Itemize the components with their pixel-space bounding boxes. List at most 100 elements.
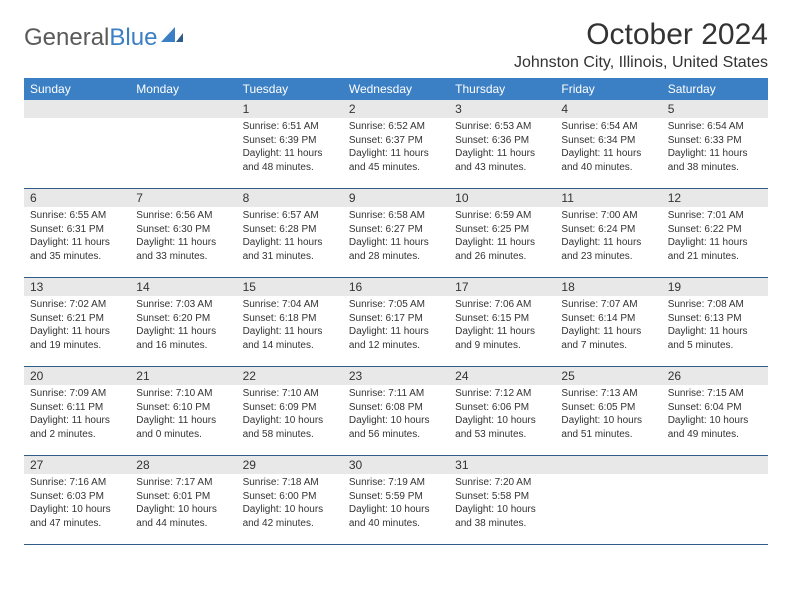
day-cell: 8Sunrise: 6:57 AMSunset: 6:28 PMDaylight… [237,189,343,277]
sunset-text: Sunset: 6:36 PM [455,134,549,148]
weekday-header: Tuesday [237,78,343,100]
daylight-text: Daylight: 10 hours and 49 minutes. [668,414,762,441]
sunset-text: Sunset: 6:37 PM [349,134,443,148]
day-details: Sunrise: 7:00 AMSunset: 6:24 PMDaylight:… [555,207,661,267]
day-number: 12 [662,189,768,207]
day-details [662,474,768,534]
day-cell: 22Sunrise: 7:10 AMSunset: 6:09 PMDayligh… [237,367,343,455]
day-details [24,118,130,178]
day-cell: 31Sunrise: 7:20 AMSunset: 5:58 PMDayligh… [449,456,555,544]
day-details [555,474,661,534]
sunrise-text: Sunrise: 7:03 AM [136,298,230,312]
weekday-header: Saturday [662,78,768,100]
day-details: Sunrise: 7:12 AMSunset: 6:06 PMDaylight:… [449,385,555,445]
day-cell [24,100,130,188]
day-cell: 16Sunrise: 7:05 AMSunset: 6:17 PMDayligh… [343,278,449,366]
day-number: 10 [449,189,555,207]
weekday-header: Sunday [24,78,130,100]
week-row: 13Sunrise: 7:02 AMSunset: 6:21 PMDayligh… [24,278,768,367]
day-details: Sunrise: 7:10 AMSunset: 6:10 PMDaylight:… [130,385,236,445]
daylight-text: Daylight: 11 hours and 43 minutes. [455,147,549,174]
day-number: 31 [449,456,555,474]
sunrise-text: Sunrise: 6:53 AM [455,120,549,134]
sunrise-text: Sunrise: 7:20 AM [455,476,549,490]
sunrise-text: Sunrise: 7:18 AM [243,476,337,490]
day-details [130,118,236,178]
sunset-text: Sunset: 6:01 PM [136,490,230,504]
day-details: Sunrise: 7:01 AMSunset: 6:22 PMDaylight:… [662,207,768,267]
day-details: Sunrise: 7:05 AMSunset: 6:17 PMDaylight:… [343,296,449,356]
sunrise-text: Sunrise: 7:11 AM [349,387,443,401]
day-details: Sunrise: 7:09 AMSunset: 6:11 PMDaylight:… [24,385,130,445]
day-cell: 14Sunrise: 7:03 AMSunset: 6:20 PMDayligh… [130,278,236,366]
sunset-text: Sunset: 6:06 PM [455,401,549,415]
weekday-header: Friday [555,78,661,100]
day-details: Sunrise: 7:13 AMSunset: 6:05 PMDaylight:… [555,385,661,445]
weekday-header: Monday [130,78,236,100]
day-number: 2 [343,100,449,118]
day-details: Sunrise: 7:03 AMSunset: 6:20 PMDaylight:… [130,296,236,356]
daylight-text: Daylight: 11 hours and 40 minutes. [561,147,655,174]
day-cell [130,100,236,188]
day-number: 18 [555,278,661,296]
sunrise-text: Sunrise: 7:16 AM [30,476,124,490]
daylight-text: Daylight: 11 hours and 33 minutes. [136,236,230,263]
calendar-page: GeneralBlue October 2024 Johnston City, … [0,0,792,545]
sunset-text: Sunset: 6:08 PM [349,401,443,415]
sunset-text: Sunset: 6:00 PM [243,490,337,504]
day-number: 28 [130,456,236,474]
sunset-text: Sunset: 6:27 PM [349,223,443,237]
day-cell: 25Sunrise: 7:13 AMSunset: 6:05 PMDayligh… [555,367,661,455]
logo-sail-icon [161,24,183,52]
day-details: Sunrise: 7:17 AMSunset: 6:01 PMDaylight:… [130,474,236,534]
sunrise-text: Sunrise: 7:06 AM [455,298,549,312]
sunrise-text: Sunrise: 7:10 AM [243,387,337,401]
day-cell [662,456,768,544]
sunset-text: Sunset: 6:28 PM [243,223,337,237]
weekday-header: Wednesday [343,78,449,100]
daylight-text: Daylight: 10 hours and 42 minutes. [243,503,337,530]
day-number: 13 [24,278,130,296]
day-cell: 1Sunrise: 6:51 AMSunset: 6:39 PMDaylight… [237,100,343,188]
daylight-text: Daylight: 11 hours and 48 minutes. [243,147,337,174]
daylight-text: Daylight: 11 hours and 26 minutes. [455,236,549,263]
day-details: Sunrise: 6:56 AMSunset: 6:30 PMDaylight:… [130,207,236,267]
daylight-text: Daylight: 11 hours and 9 minutes. [455,325,549,352]
daylight-text: Daylight: 11 hours and 21 minutes. [668,236,762,263]
day-number: 5 [662,100,768,118]
day-number: 1 [237,100,343,118]
day-number: 26 [662,367,768,385]
day-details: Sunrise: 6:54 AMSunset: 6:34 PMDaylight:… [555,118,661,178]
day-number: 20 [24,367,130,385]
daylight-text: Daylight: 11 hours and 14 minutes. [243,325,337,352]
day-details: Sunrise: 7:08 AMSunset: 6:13 PMDaylight:… [662,296,768,356]
day-number: 21 [130,367,236,385]
logo-text-blue: Blue [109,24,157,52]
day-details: Sunrise: 6:53 AMSunset: 6:36 PMDaylight:… [449,118,555,178]
sunset-text: Sunset: 6:21 PM [30,312,124,326]
sunrise-text: Sunrise: 7:00 AM [561,209,655,223]
sunrise-text: Sunrise: 7:01 AM [668,209,762,223]
sunrise-text: Sunrise: 7:12 AM [455,387,549,401]
daylight-text: Daylight: 10 hours and 53 minutes. [455,414,549,441]
sunrise-text: Sunrise: 7:17 AM [136,476,230,490]
day-number [555,456,661,474]
day-number: 19 [662,278,768,296]
weeks-container: 1Sunrise: 6:51 AMSunset: 6:39 PMDaylight… [24,100,768,545]
daylight-text: Daylight: 11 hours and 45 minutes. [349,147,443,174]
day-number: 17 [449,278,555,296]
day-cell: 27Sunrise: 7:16 AMSunset: 6:03 PMDayligh… [24,456,130,544]
sunset-text: Sunset: 6:31 PM [30,223,124,237]
day-details: Sunrise: 6:57 AMSunset: 6:28 PMDaylight:… [237,207,343,267]
sunrise-text: Sunrise: 7:04 AM [243,298,337,312]
sunset-text: Sunset: 5:59 PM [349,490,443,504]
day-cell [555,456,661,544]
daylight-text: Daylight: 11 hours and 16 minutes. [136,325,230,352]
day-details: Sunrise: 7:07 AMSunset: 6:14 PMDaylight:… [555,296,661,356]
day-cell: 23Sunrise: 7:11 AMSunset: 6:08 PMDayligh… [343,367,449,455]
day-details: Sunrise: 7:16 AMSunset: 6:03 PMDaylight:… [24,474,130,534]
day-number [130,100,236,118]
daylight-text: Daylight: 10 hours and 44 minutes. [136,503,230,530]
day-details: Sunrise: 7:06 AMSunset: 6:15 PMDaylight:… [449,296,555,356]
day-cell: 5Sunrise: 6:54 AMSunset: 6:33 PMDaylight… [662,100,768,188]
